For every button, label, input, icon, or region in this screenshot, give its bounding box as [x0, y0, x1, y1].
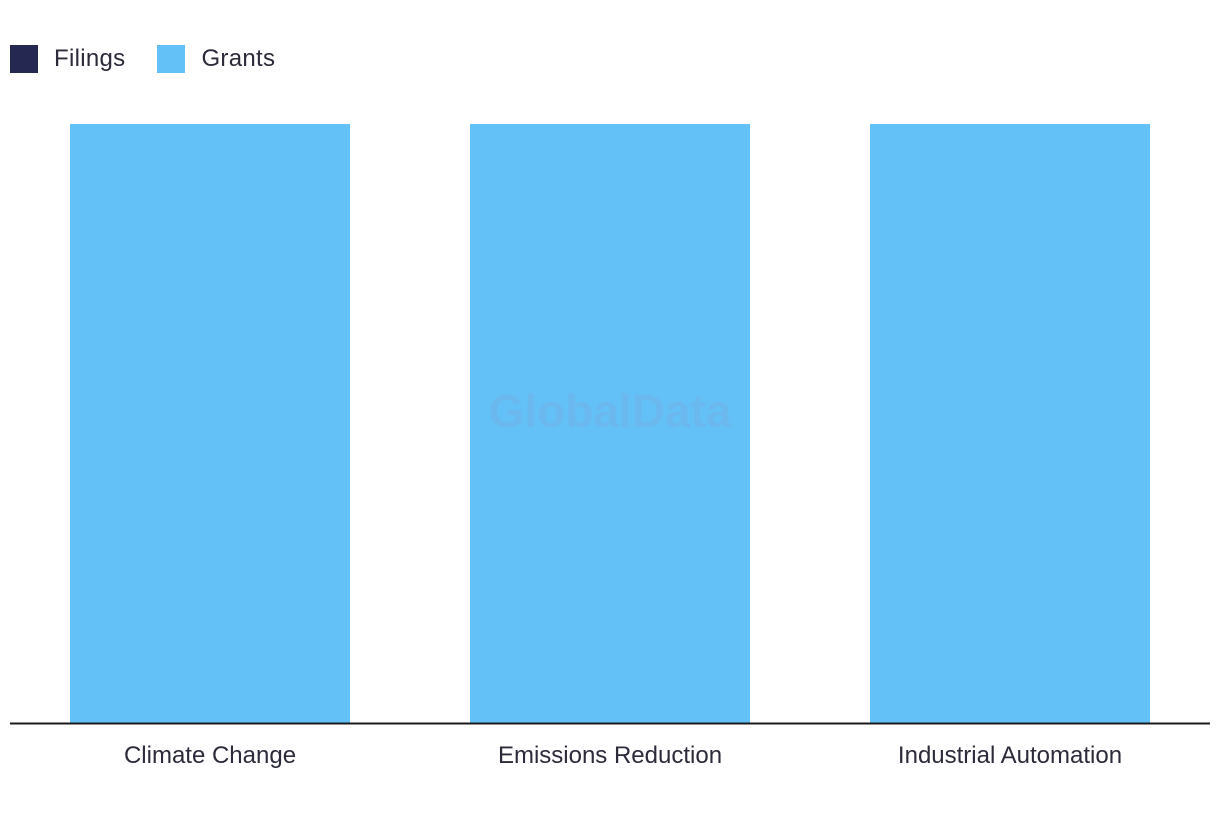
- legend-swatch-filings: [10, 45, 38, 73]
- legend-item-grants[interactable]: Grants: [157, 45, 275, 73]
- x-tick-label: Industrial Automation: [898, 742, 1122, 769]
- bar-grants-climate-change[interactable]: [70, 124, 350, 723]
- legend-item-filings[interactable]: Filings: [10, 45, 125, 73]
- chart-legend: Filings Grants: [10, 42, 307, 76]
- legend-swatch-grants: [157, 45, 186, 73]
- x-tick-label: Emissions Reduction: [498, 742, 722, 769]
- bar-grants-emissions-reduction[interactable]: [470, 124, 750, 723]
- legend-label-filings: Filings: [54, 45, 126, 72]
- bar-grants-industrial-automation[interactable]: [870, 124, 1150, 723]
- x-tick-label: Climate Change: [124, 742, 296, 769]
- legend-label-grants: Grants: [201, 45, 276, 72]
